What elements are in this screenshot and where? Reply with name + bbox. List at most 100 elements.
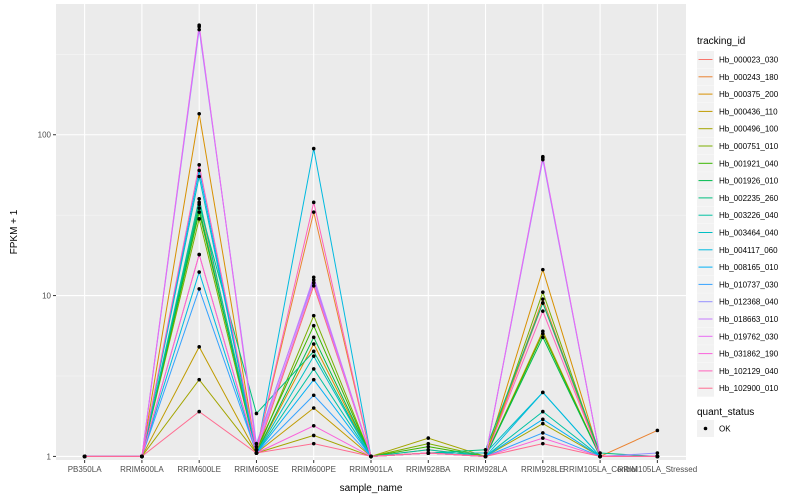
data-point — [311, 313, 316, 318]
legend-title: tracking_id — [697, 36, 745, 47]
data-point — [197, 206, 201, 210]
y-axis-title: FPKM + 1 — [9, 209, 20, 254]
data-point — [483, 451, 488, 455]
data-point — [483, 454, 488, 459]
data-point — [254, 447, 259, 452]
data-point — [369, 454, 373, 459]
legend-item-label: Hb_000751_010 — [719, 142, 779, 151]
data-point — [311, 377, 316, 382]
legend-item-label: Hb_000023_030 — [719, 56, 779, 65]
x-tick-label: RRIM928LE — [521, 465, 565, 474]
data-point — [311, 424, 316, 428]
y-tick-label: 1 — [47, 452, 52, 461]
legend-item-label: Hb_000436_110 — [719, 107, 778, 116]
data-point — [311, 433, 316, 438]
x-tick-label: PB350LA — [68, 465, 102, 474]
data-point — [197, 270, 201, 274]
x-tick-label: RRIM928BA — [406, 465, 451, 474]
data-point — [598, 454, 602, 459]
data-point — [655, 428, 660, 433]
legend-item-label: OK — [719, 425, 731, 434]
legend-item-label: Hb_000243_180 — [719, 73, 779, 82]
data-point — [197, 163, 201, 167]
data-point — [197, 377, 201, 382]
data-point — [541, 409, 545, 414]
data-point — [254, 444, 259, 449]
x-tick-label: RRIM600SE — [234, 465, 278, 474]
series-points — [82, 23, 660, 459]
legend-item-label: Hb_003226_040 — [719, 211, 779, 220]
data-point — [254, 451, 259, 455]
data-point — [426, 447, 431, 452]
data-point — [541, 331, 545, 336]
legend-item-label: Hb_012368_040 — [719, 298, 779, 307]
legend-item-label: Hb_031862_190 — [719, 350, 779, 359]
data-point — [541, 417, 545, 422]
data-point — [541, 421, 545, 426]
data-point — [82, 454, 87, 459]
data-point — [197, 23, 201, 27]
data-point — [197, 111, 201, 116]
data-point — [541, 436, 545, 440]
y-tick-label: 10 — [42, 292, 51, 301]
data-point — [197, 409, 201, 414]
legend-item-label: Hb_019762_030 — [719, 332, 779, 341]
data-point — [311, 146, 316, 151]
data-point — [311, 367, 316, 371]
data-point — [426, 451, 431, 455]
x-tick-label: RRIM901LA — [349, 465, 393, 474]
data-point — [197, 202, 201, 206]
data-point — [197, 217, 201, 221]
x-tick-label: RRIM928LA — [464, 465, 508, 474]
data-point — [598, 451, 602, 455]
data-point — [655, 451, 660, 455]
data-point — [197, 345, 201, 349]
data-point — [541, 441, 545, 446]
x-tick-label: RRIM600LA — [120, 465, 164, 474]
data-point — [311, 284, 316, 288]
data-point — [311, 393, 316, 398]
data-point — [197, 174, 201, 179]
grid — [56, 4, 686, 460]
x-tick-label: RRIM600PE — [291, 465, 335, 474]
legend-item-label: Hb_001926_010 — [719, 177, 779, 186]
x-axis: PB350LA RRIM600LA RRIM600LE RRIM600SE RRIM60… — [68, 460, 697, 474]
data-point — [541, 335, 545, 340]
data-point — [311, 441, 316, 446]
data-point — [197, 27, 201, 32]
data-point — [541, 431, 545, 435]
legend-item-label: Hb_018663_010 — [719, 315, 779, 324]
legend-item-label: Hb_010737_030 — [719, 280, 779, 289]
data-point — [311, 349, 316, 354]
data-point — [541, 301, 545, 305]
data-point — [197, 168, 201, 173]
data-point — [426, 436, 431, 440]
legend-item-label: Hb_102129_040 — [719, 367, 779, 376]
x-axis-title: sample_name — [340, 483, 403, 494]
x-tick-label: RRIM105LA_Stressed — [618, 465, 698, 474]
data-point — [541, 267, 545, 272]
data-point — [541, 297, 545, 301]
legend-item-label: Hb_000496_100 — [719, 125, 779, 134]
data-point — [197, 252, 201, 257]
data-point — [541, 154, 545, 159]
data-point — [311, 323, 316, 328]
x-tick-label: RRIM600LE — [177, 465, 221, 474]
data-point — [426, 441, 431, 446]
data-point — [197, 210, 201, 214]
data-point — [655, 454, 660, 459]
data-point — [426, 444, 431, 449]
data-point — [311, 200, 316, 205]
data-point — [311, 278, 316, 282]
data-point — [254, 411, 259, 416]
quant-legend-title: quant_status — [697, 407, 754, 418]
data-point — [311, 335, 316, 340]
legend-item-label: Hb_000375_200 — [719, 90, 779, 99]
data-point — [541, 309, 545, 313]
legend-item-label: Hb_003464_040 — [719, 229, 779, 238]
data-point — [541, 390, 545, 395]
data-point — [311, 342, 316, 346]
legend-item-label: Hb_004117_060 — [719, 246, 778, 255]
legend-point-swatch — [703, 426, 708, 431]
